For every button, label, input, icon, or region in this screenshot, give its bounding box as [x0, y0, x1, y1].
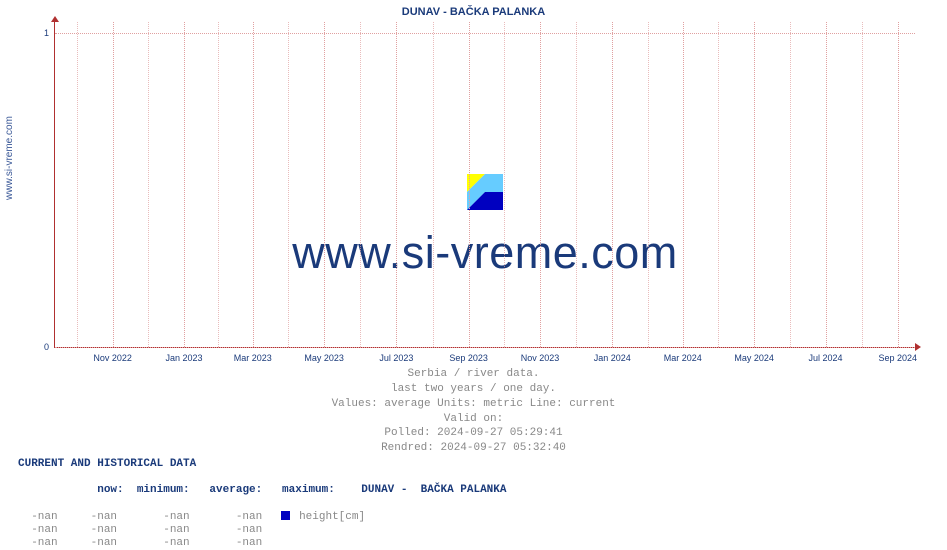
grid-line-v-minor	[433, 22, 434, 347]
x-tick-label: Jul 2024	[809, 353, 843, 363]
chart-container: www.si-vreme.com DUNAV - BAČKA PALANKA w…	[0, 0, 947, 522]
table-row: -nan -nan -nan -nan	[18, 537, 507, 550]
grid-line-v	[540, 22, 541, 347]
grid-line-v-minor	[148, 22, 149, 347]
grid-line-v	[253, 22, 254, 347]
x-tick-label: May 2024	[734, 353, 774, 363]
x-axis-arrow	[915, 343, 921, 351]
x-tick-label: Sep 2023	[449, 353, 488, 363]
x-tick-label: Nov 2022	[93, 353, 132, 363]
grid-line-v	[469, 22, 470, 347]
x-tick-label: May 2023	[304, 353, 344, 363]
meta-line: last two years / one day.	[0, 382, 947, 397]
data-columns: now: minimum: average: maximum:	[58, 484, 335, 496]
grid-line-v	[898, 22, 899, 347]
legend-station: DUNAV - BAČKA PALANKA	[335, 484, 507, 496]
grid-line-v	[683, 22, 684, 347]
grid-line-v-minor	[790, 22, 791, 347]
grid-line-v	[826, 22, 827, 347]
grid-line-v-minor	[718, 22, 719, 347]
grid-line-v	[754, 22, 755, 347]
meta-line: Rendred: 2024-09-27 05:32:40	[0, 441, 947, 456]
grid-line-v	[396, 22, 397, 347]
x-tick-label: Jan 2023	[165, 353, 202, 363]
meta-line: Serbia / river data.	[0, 367, 947, 382]
x-tick-label: Sep 2024	[879, 353, 918, 363]
grid-line-v-minor	[576, 22, 577, 347]
x-tick-label: Jan 2024	[594, 353, 631, 363]
data-table: CURRENT AND HISTORICAL DATA now: minimum…	[18, 458, 507, 550]
table-row: -nan -nan -nan -nan	[18, 524, 507, 537]
x-tick-label: Mar 2024	[664, 353, 702, 363]
y-tick-label: 0	[44, 342, 49, 352]
y-axis-side-label: www.si-vreme.com	[4, 116, 15, 200]
meta-line: Polled: 2024-09-27 05:29:41	[0, 426, 947, 441]
watermark-icon	[467, 174, 503, 210]
grid-line-h	[55, 347, 915, 348]
grid-line-v-minor	[648, 22, 649, 347]
y-tick-label: 1	[44, 28, 49, 38]
x-tick-label: Jul 2023	[379, 353, 413, 363]
grid-line-v	[324, 22, 325, 347]
grid-line-v	[184, 22, 185, 347]
grid-line-v-minor	[504, 22, 505, 347]
grid-line-v-minor	[360, 22, 361, 347]
grid-line-v	[113, 22, 114, 347]
grid-line-v	[612, 22, 613, 347]
grid-line-v-minor	[862, 22, 863, 347]
plot-area: www.si-vreme.com 01Nov 2022Jan 2023Mar 2…	[54, 22, 915, 348]
data-rows: -nan -nan -nan -nan height[cm] -nan -nan…	[18, 511, 507, 550]
x-tick-label: Nov 2023	[521, 353, 560, 363]
legend-swatch	[281, 511, 290, 520]
meta-line: Values: average Units: metric Line: curr…	[0, 397, 947, 412]
y-axis-arrow	[51, 16, 59, 22]
chart-metadata: Serbia / river data. last two years / on…	[0, 367, 947, 456]
grid-line-v-minor	[77, 22, 78, 347]
meta-line: Valid on:	[0, 412, 947, 427]
grid-line-v-minor	[218, 22, 219, 347]
grid-line-v-minor	[288, 22, 289, 347]
data-columns-row: now: minimum: average: maximum: DUNAV - …	[18, 471, 507, 511]
chart-title: DUNAV - BAČKA PALANKA	[0, 6, 947, 18]
data-heading: CURRENT AND HISTORICAL DATA	[18, 458, 507, 471]
x-tick-label: Mar 2023	[234, 353, 272, 363]
legend-series-label: height[cm]	[299, 511, 365, 523]
